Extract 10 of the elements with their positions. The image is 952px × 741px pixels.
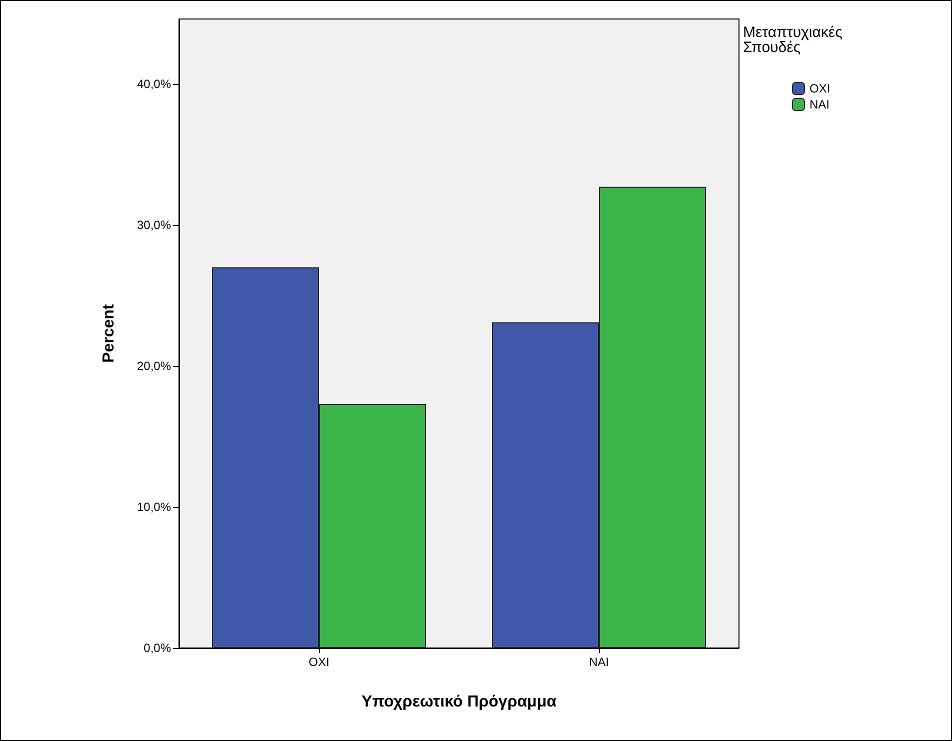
y-axis-title: Percent bbox=[100, 303, 118, 363]
y-tick-label: 30,0% bbox=[136, 218, 172, 232]
legend-label: ΝΑΙ bbox=[810, 98, 830, 112]
legend-title: Μεταπτυχιακές Σπουδές bbox=[743, 24, 842, 56]
legend-label: ΟΧΙ bbox=[810, 82, 830, 96]
y-tick-label: 10,0% bbox=[136, 500, 172, 514]
x-axis-title: Υποχρεωτικό Πρόγραμμα bbox=[362, 694, 557, 710]
y-tick-label: 40,0% bbox=[136, 76, 172, 91]
y-tick-label: 0,0% bbox=[144, 641, 172, 655]
y-tick-label: 20,0% bbox=[136, 358, 172, 373]
